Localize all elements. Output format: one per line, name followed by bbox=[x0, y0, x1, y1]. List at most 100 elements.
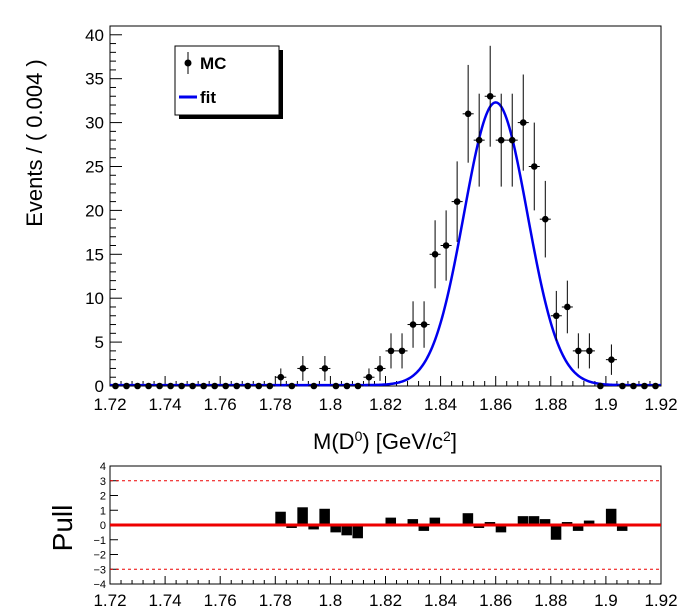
main-y-tick-label: 10 bbox=[85, 289, 104, 308]
main-x-tick-label: 1.86 bbox=[479, 395, 512, 414]
pull-bar bbox=[352, 525, 363, 539]
main-y-tick-label: 0 bbox=[95, 377, 104, 396]
mc-data-point bbox=[211, 382, 218, 390]
mc-data-point bbox=[134, 382, 141, 390]
main-y-tick-label: 25 bbox=[85, 157, 104, 176]
pull-x-tick-labels: 1.72 1.74 1.76 1.78 1.8 1.82 1.84 1.86 1.88 1.9 1.… bbox=[93, 591, 677, 610]
pull-bar bbox=[539, 519, 551, 525]
main-y-tick-label: 40 bbox=[85, 26, 104, 45]
pull-bar bbox=[330, 525, 341, 533]
mc-data-point bbox=[508, 136, 516, 144]
pull-x-tick-label: 1.84 bbox=[424, 591, 457, 610]
main-x-tick-labels: 1.72 1.74 1.76 1.78 1.8 1.82 1.84 1.86 1.88 1.9 1.… bbox=[93, 395, 677, 414]
main-y-tick-labels: 0 5 10 15 20 25 30 35 40 bbox=[85, 26, 104, 396]
pull-bar bbox=[583, 520, 595, 525]
mc-data-point bbox=[266, 382, 274, 390]
mc-data-point bbox=[343, 382, 351, 390]
mc-data-point bbox=[167, 382, 174, 390]
pull-x-tick-label: 1.8 bbox=[319, 591, 343, 610]
mc-data-point bbox=[564, 303, 571, 311]
main-x-tick-label: 1.76 bbox=[204, 395, 237, 414]
pull-x-tick-label: 1.72 bbox=[93, 591, 126, 610]
pull-bar bbox=[572, 525, 584, 531]
pull-x-tick-label: 1.92 bbox=[644, 591, 677, 610]
pull-x-tick-label: 1.88 bbox=[534, 591, 567, 610]
mc-data-point bbox=[453, 198, 461, 205]
mc-data-point bbox=[365, 373, 373, 381]
mc-data-point bbox=[321, 365, 329, 372]
mc-data-point bbox=[288, 382, 296, 390]
mc-data-point bbox=[156, 382, 163, 390]
pull-bar bbox=[275, 511, 286, 525]
mc-data-point bbox=[178, 382, 185, 390]
legend-mc-marker-icon bbox=[184, 59, 192, 67]
main-y-tick-label: 30 bbox=[85, 114, 104, 133]
main-x-tick-label: 1.84 bbox=[424, 395, 457, 414]
pull-bar bbox=[407, 519, 419, 525]
pull-y-tick-labels: 4 3 2 1 0 −1 −2 −3 −4 bbox=[93, 461, 106, 591]
legend-mc-label: MC bbox=[200, 54, 226, 73]
pull-y-tick-label: 1 bbox=[100, 505, 106, 517]
main-x-tick-label: 1.74 bbox=[149, 395, 182, 414]
mc-data-point bbox=[376, 365, 384, 372]
pull-x-tick-label: 1.82 bbox=[369, 591, 402, 610]
pull-bar bbox=[462, 513, 474, 525]
mc-data-point bbox=[597, 382, 604, 390]
mc-data-point bbox=[409, 321, 417, 328]
pull-bar bbox=[550, 525, 562, 540]
pull-bar bbox=[308, 525, 319, 530]
pull-x-tick-label: 1.9 bbox=[594, 591, 618, 610]
mc-data-point bbox=[123, 382, 130, 390]
mc-data-point bbox=[541, 215, 549, 223]
mc-data-point bbox=[387, 347, 395, 355]
mc-data-point bbox=[332, 382, 340, 390]
main-y-tick-label: 35 bbox=[85, 70, 104, 89]
pull-x-tick-label: 1.74 bbox=[149, 591, 182, 610]
pull-y-axis-label: Pull bbox=[47, 505, 78, 552]
mc-data-point bbox=[586, 347, 593, 355]
pull-bar bbox=[495, 525, 507, 533]
pull-x-tick-label: 1.78 bbox=[259, 591, 292, 610]
mc-data-point bbox=[619, 382, 626, 390]
legend-box bbox=[174, 45, 280, 116]
mc-data-point bbox=[233, 382, 241, 390]
main-y-axis-label: Events / ( 0.004 ) bbox=[22, 59, 47, 227]
mc-data-point bbox=[244, 382, 252, 390]
pull-y-tick-label: −4 bbox=[93, 579, 106, 591]
pull-y-tick-label: −3 bbox=[93, 564, 106, 576]
mc-data-point bbox=[431, 250, 439, 258]
pull-bar bbox=[385, 517, 397, 525]
main-x-tick-label: 1.82 bbox=[369, 395, 402, 414]
mc-data-point bbox=[497, 136, 505, 144]
mc-data-point bbox=[608, 356, 615, 363]
mc-data-point bbox=[464, 110, 472, 118]
pull-y-tick-label: 0 bbox=[100, 520, 106, 532]
mc-data-point bbox=[112, 382, 119, 390]
mc-data-point bbox=[255, 382, 263, 390]
main-x-tick-label: 1.72 bbox=[93, 395, 126, 414]
mc-data-point bbox=[553, 312, 560, 320]
pull-bar bbox=[341, 525, 352, 536]
main-y-tick-label: 15 bbox=[85, 245, 104, 264]
mc-data-point bbox=[420, 321, 428, 328]
main-x-tick-label: 1.9 bbox=[594, 395, 618, 414]
mc-data-point bbox=[398, 347, 406, 355]
main-y-tick-label: 20 bbox=[85, 201, 104, 220]
pull-dashed-lines bbox=[110, 480, 661, 570]
mc-data-point bbox=[652, 382, 659, 390]
pull-y-tick-label: 4 bbox=[100, 461, 106, 473]
pull-x-tick-label: 1.86 bbox=[479, 591, 512, 610]
pull-x-tick-label: 1.76 bbox=[204, 591, 237, 610]
pull-y-tick-label: −1 bbox=[93, 535, 106, 547]
pull-bar bbox=[418, 525, 430, 531]
mc-data-point bbox=[442, 242, 450, 249]
main-y-tick-label: 5 bbox=[95, 333, 104, 352]
mc-data-point bbox=[145, 382, 152, 390]
main-x-tick-label: 1.88 bbox=[534, 395, 567, 414]
pull-axis-ticks bbox=[109, 465, 662, 585]
mc-data-points bbox=[110, 45, 661, 390]
pull-bar bbox=[297, 507, 308, 525]
mc-data-point bbox=[530, 163, 538, 170]
mc-data-point bbox=[641, 382, 648, 390]
legend: MC fit bbox=[174, 45, 283, 119]
